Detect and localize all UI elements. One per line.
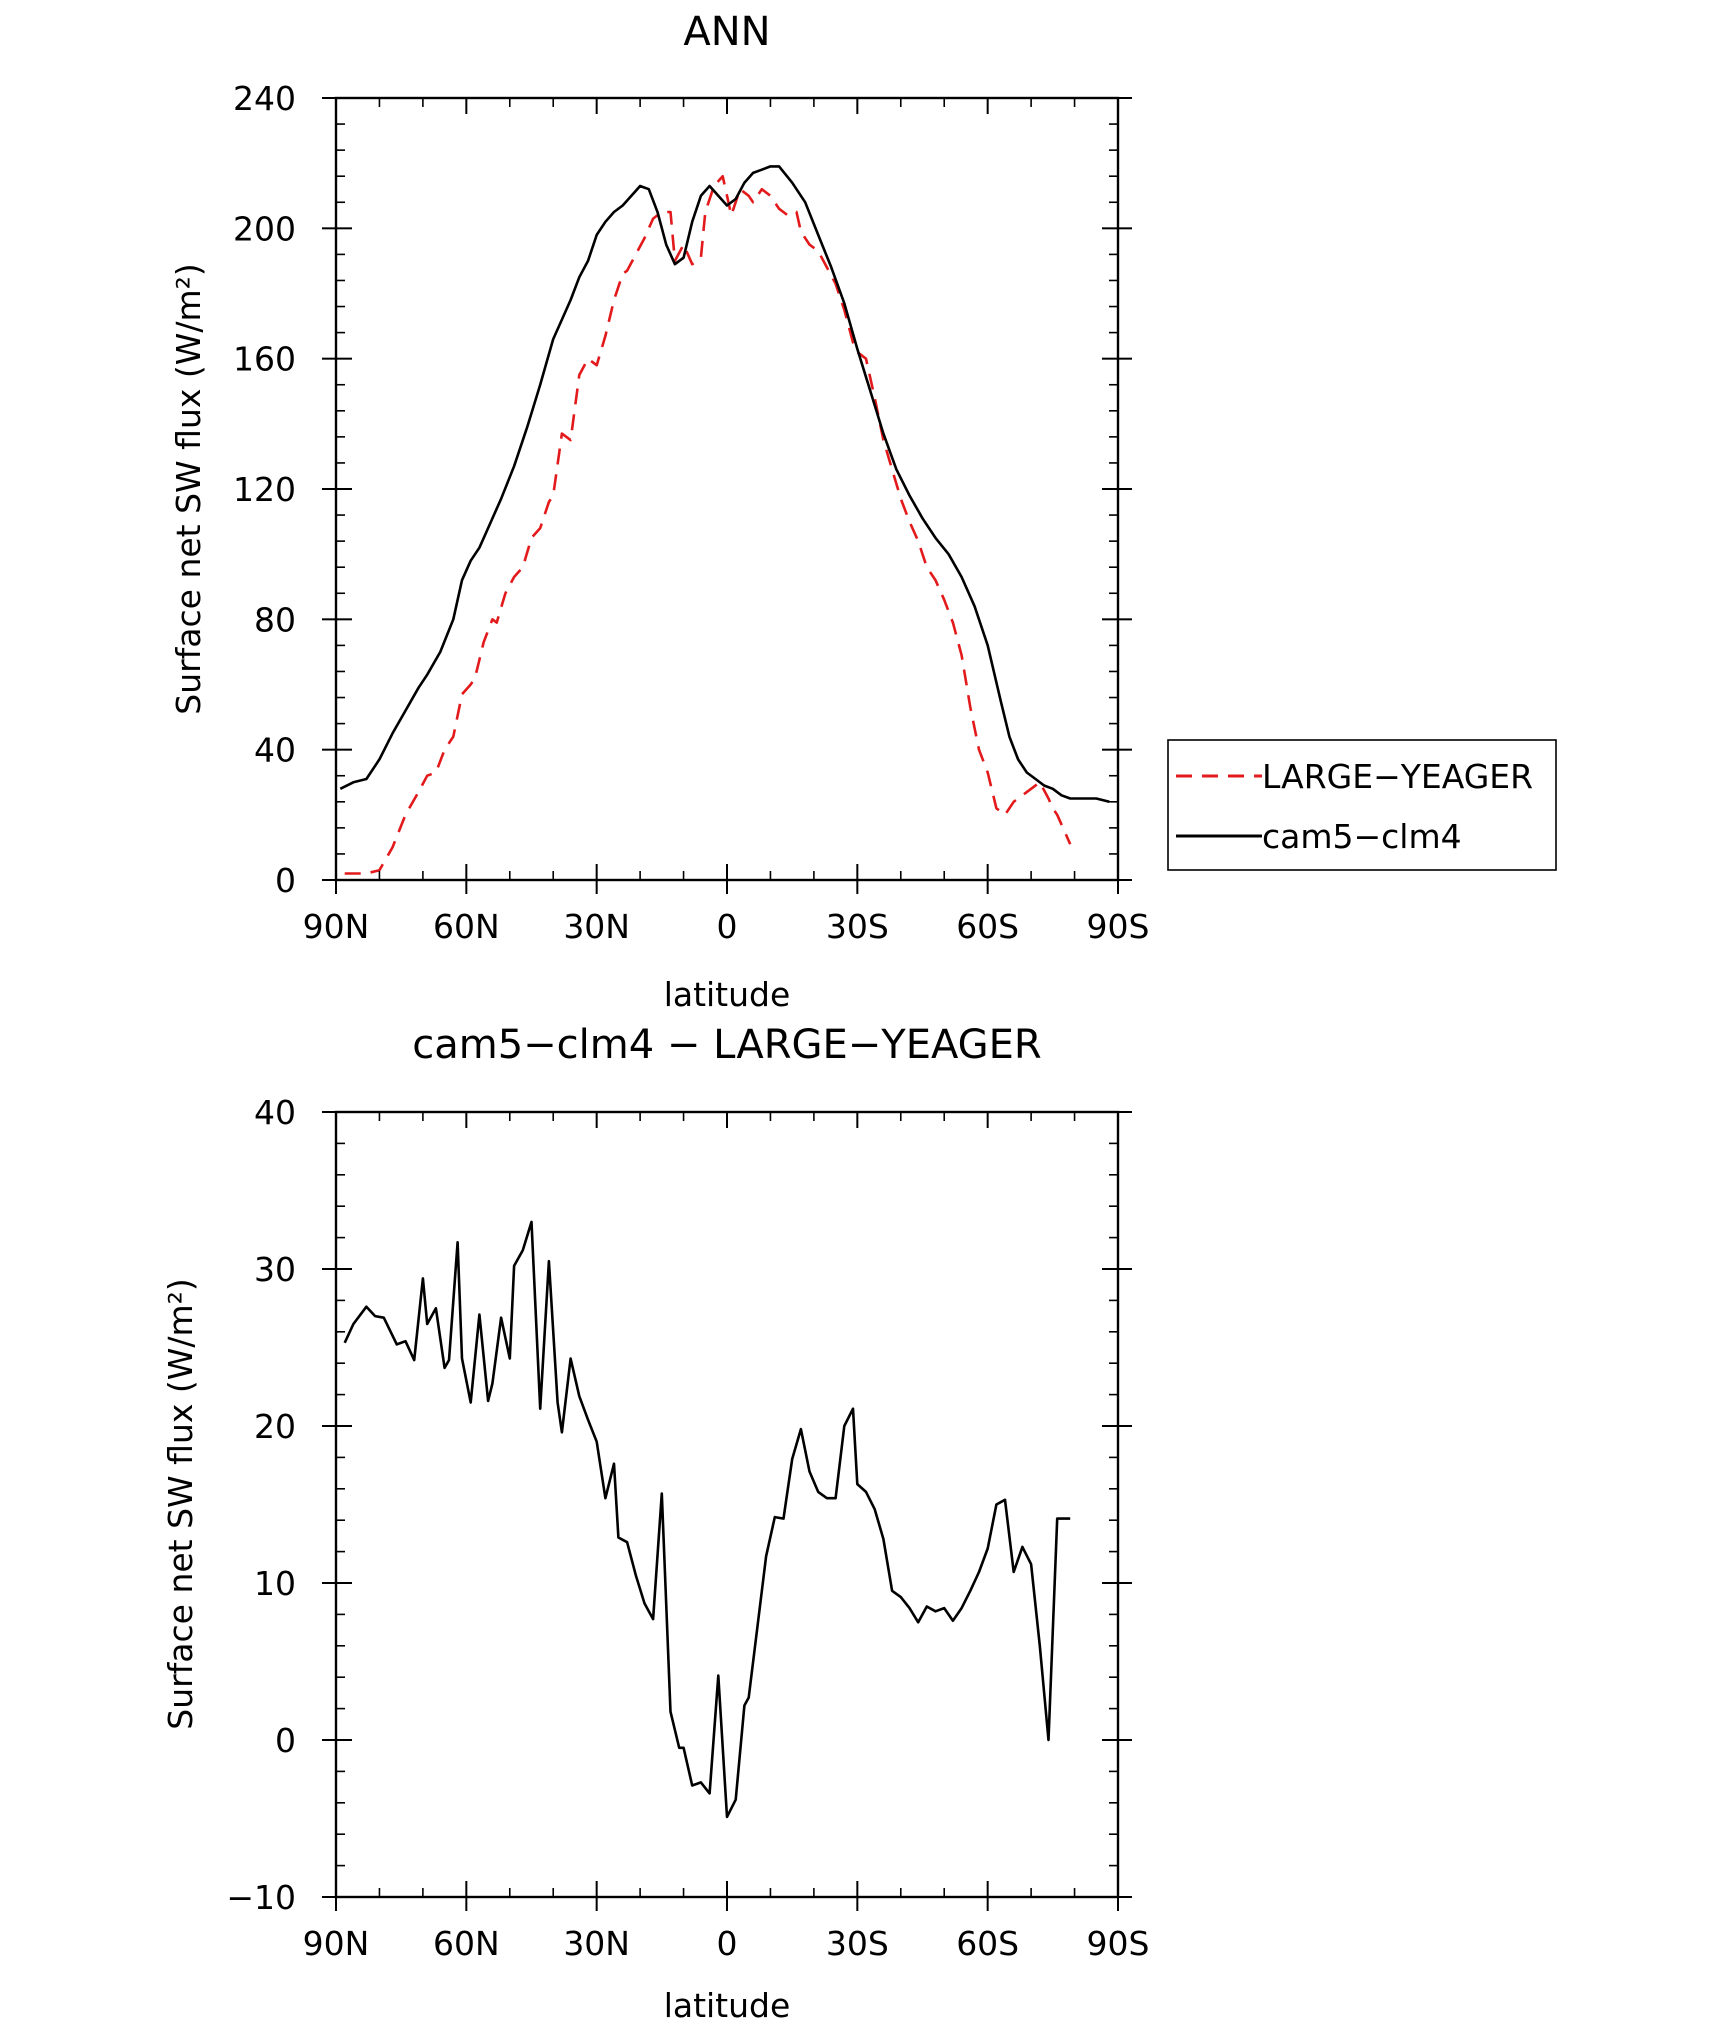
x-tick-label: 60N xyxy=(433,907,500,946)
y-tick-label: −10 xyxy=(226,1878,296,1917)
x-tick-label: 60N xyxy=(433,1924,500,1963)
series-line-bottom-0 xyxy=(343,1220,1071,1819)
x-tick-label: 30S xyxy=(826,1924,889,1963)
series-bottom xyxy=(343,1220,1071,1819)
x-tick-label: 90N xyxy=(303,1924,370,1963)
y-tick-label: 120 xyxy=(233,470,296,509)
y-tick-label: 160 xyxy=(233,340,296,379)
y-tick-label: 10 xyxy=(254,1564,296,1603)
y-tick-label: 20 xyxy=(254,1407,296,1446)
x-tick-label: 0 xyxy=(717,1924,738,1963)
series-top xyxy=(339,165,1110,875)
x-tick-label: 30N xyxy=(563,1924,630,1963)
x-tick-label: 0 xyxy=(717,907,738,946)
ticks-bottom xyxy=(322,1111,1132,1911)
y-tick-label: 30 xyxy=(254,1250,296,1289)
x-tick-label: 90S xyxy=(1087,907,1150,946)
plot-frame-top xyxy=(334,96,1120,882)
x-axis-label-bottom: latitude xyxy=(664,1986,791,2021)
y-tick-labels-top: 0 40 80 120 160 200 240 xyxy=(233,79,296,900)
ticks-top xyxy=(322,97,1132,894)
x-tick-label: 30S xyxy=(826,907,889,946)
series-line-top-0 xyxy=(344,174,1072,875)
y-axis-label-bottom: Surface net SW flux (W/m²) xyxy=(161,1278,200,1730)
legend-label-cam5-clm4: cam5−clm4 xyxy=(1262,817,1462,856)
legend-box xyxy=(1167,739,1557,871)
y-tick-label: 200 xyxy=(233,209,296,248)
y-axis-label-top: Surface net SW flux (W/m²) xyxy=(169,263,208,715)
chart-title-top: ANN xyxy=(683,9,770,55)
x-tick-labels-bottom: 90N 60N 30N 0 30S 60S 90S xyxy=(303,1924,1150,1963)
legend-label-large-yeager: LARGE−YEAGER xyxy=(1262,757,1533,796)
series-line-top-1 xyxy=(339,165,1110,804)
plot-frame-bottom xyxy=(334,1110,1120,1899)
x-tick-label: 30N xyxy=(563,907,630,946)
x-tick-label: 90N xyxy=(303,907,370,946)
y-tick-label: 40 xyxy=(254,731,296,770)
panel-bottom: cam5−clm4 − LARGE−YEAGER 90N 60N 30N 0 30S 60… xyxy=(161,1022,1149,2021)
y-tick-label: 40 xyxy=(254,1093,296,1132)
x-tick-label: 60S xyxy=(956,907,1019,946)
y-tick-label: 0 xyxy=(275,1721,296,1760)
y-tick-label: 240 xyxy=(233,79,296,118)
x-axis-label-top: latitude xyxy=(664,975,791,1014)
x-tick-label: 60S xyxy=(956,1924,1019,1963)
y-tick-label: 0 xyxy=(275,861,296,900)
chart-title-bottom: cam5−clm4 − LARGE−YEAGER xyxy=(412,1022,1041,1068)
x-tick-labels-top: 90N 60N 30N 0 30S 60S 90S xyxy=(303,907,1150,946)
y-tick-label: 80 xyxy=(254,600,296,639)
y-tick-labels-bottom: −10 0 10 20 30 40 xyxy=(226,1093,296,1917)
panel-top: ANN 90N 60N 30N 0 30S 60S 90S 0 40 80 120 160 200 24… xyxy=(169,9,1557,1014)
legend: LARGE−YEAGER cam5−clm4 xyxy=(1167,739,1557,871)
x-tick-label: 90S xyxy=(1087,1924,1150,1963)
